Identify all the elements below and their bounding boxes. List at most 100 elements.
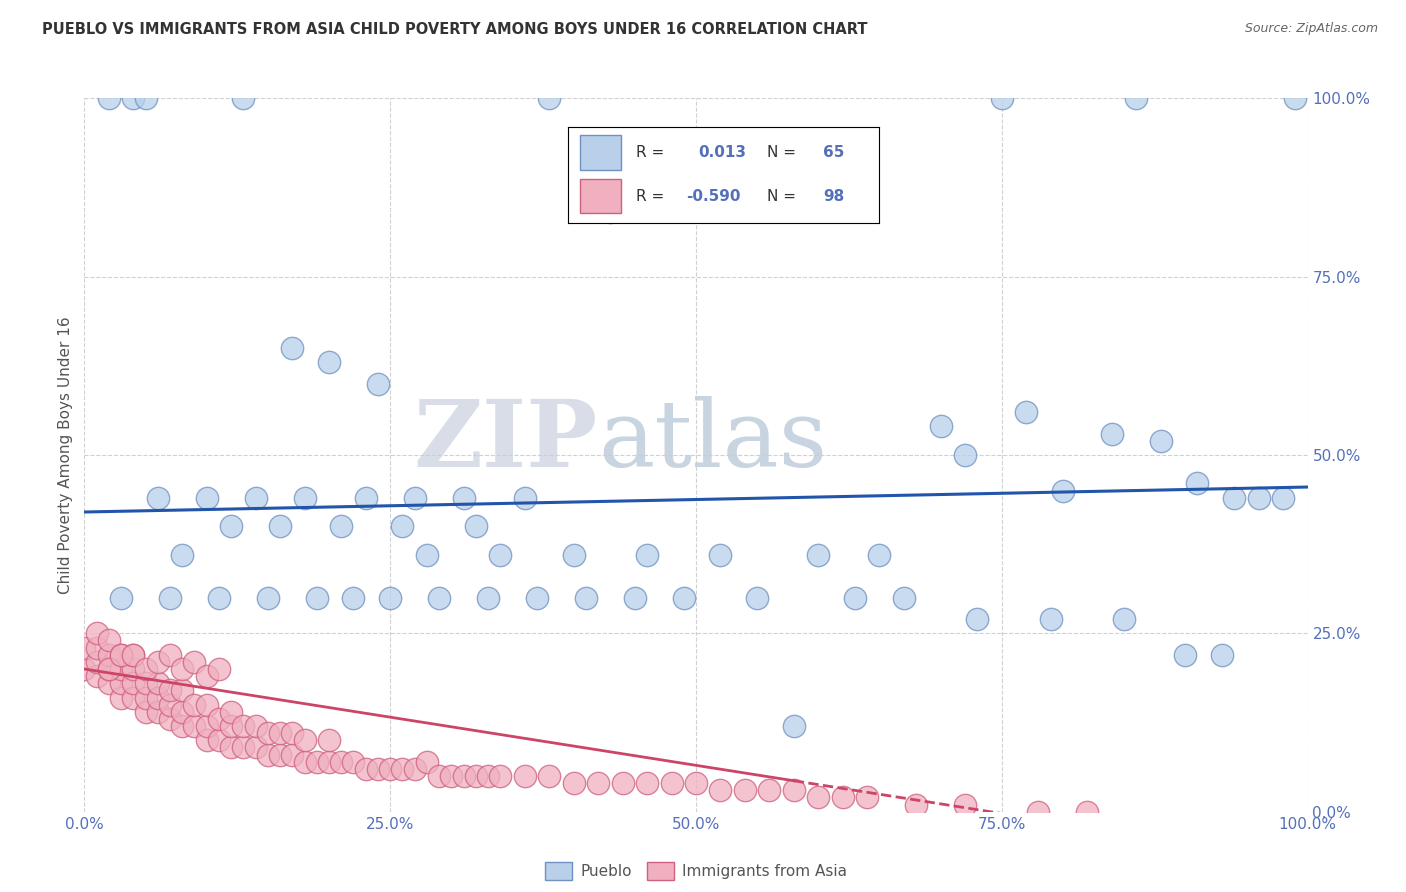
- Point: [586, 776, 609, 790]
- Point: [783, 719, 806, 733]
- Point: [416, 755, 439, 769]
- Point: [159, 698, 181, 712]
- Point: [172, 705, 194, 719]
- Point: [612, 776, 634, 790]
- Point: [318, 733, 340, 747]
- Point: [1015, 405, 1038, 419]
- Point: [146, 491, 169, 505]
- Point: [391, 519, 413, 533]
- Point: [1039, 612, 1062, 626]
- Point: [146, 705, 169, 719]
- Text: N =: N =: [768, 145, 796, 161]
- Point: [159, 591, 181, 605]
- Point: [1028, 805, 1050, 819]
- Point: [245, 740, 267, 755]
- Point: [110, 648, 132, 662]
- Point: [172, 662, 194, 676]
- Point: [86, 640, 108, 655]
- Text: 65: 65: [824, 145, 845, 161]
- Text: N =: N =: [768, 188, 796, 203]
- Point: [135, 662, 157, 676]
- Point: [844, 591, 866, 605]
- Point: [538, 91, 561, 105]
- Point: [661, 776, 683, 790]
- Point: [269, 747, 291, 762]
- Point: [86, 626, 108, 640]
- Point: [427, 769, 450, 783]
- Point: [86, 669, 108, 683]
- Point: [146, 690, 169, 705]
- Point: [110, 591, 132, 605]
- Point: [172, 548, 194, 562]
- Text: -0.590: -0.590: [686, 188, 741, 203]
- Point: [97, 676, 120, 690]
- Point: [354, 491, 377, 505]
- Point: [380, 762, 402, 776]
- Point: [513, 491, 536, 505]
- Point: [294, 491, 316, 505]
- Point: [97, 91, 120, 105]
- Point: [869, 548, 891, 562]
- Text: atlas: atlas: [598, 396, 827, 485]
- Point: [183, 698, 205, 712]
- Point: [269, 519, 291, 533]
- Point: [195, 491, 218, 505]
- Point: [1125, 91, 1147, 105]
- Point: [110, 662, 132, 676]
- Point: [1223, 491, 1246, 505]
- Point: [1150, 434, 1173, 448]
- Point: [342, 755, 364, 769]
- Point: [624, 591, 647, 605]
- Point: [427, 591, 450, 605]
- Point: [219, 705, 242, 719]
- Point: [257, 591, 280, 605]
- Point: [122, 648, 145, 662]
- Point: [294, 755, 316, 769]
- Point: [1101, 426, 1123, 441]
- Point: [453, 491, 475, 505]
- Point: [281, 726, 304, 740]
- Point: [380, 591, 402, 605]
- Text: R =: R =: [636, 188, 665, 203]
- Point: [86, 655, 108, 669]
- Point: [146, 676, 169, 690]
- Bar: [581, 136, 620, 170]
- Point: [758, 783, 780, 797]
- Point: [195, 733, 218, 747]
- Point: [953, 797, 976, 812]
- Point: [219, 519, 242, 533]
- Text: 98: 98: [824, 188, 845, 203]
- Point: [172, 719, 194, 733]
- Point: [1211, 648, 1233, 662]
- Point: [159, 648, 181, 662]
- Text: ZIP: ZIP: [413, 396, 598, 485]
- Point: [110, 690, 132, 705]
- Point: [159, 683, 181, 698]
- Point: [1247, 491, 1270, 505]
- Point: [489, 548, 512, 562]
- Point: [1174, 648, 1197, 662]
- Text: 0.013: 0.013: [699, 145, 747, 161]
- Point: [232, 91, 254, 105]
- Bar: [581, 178, 620, 213]
- Point: [159, 712, 181, 726]
- Point: [1284, 91, 1306, 105]
- Point: [281, 341, 304, 355]
- Point: [1114, 612, 1136, 626]
- Point: [1052, 483, 1074, 498]
- Point: [526, 591, 548, 605]
- Point: [245, 719, 267, 733]
- Point: [245, 491, 267, 505]
- Point: [672, 591, 695, 605]
- Point: [122, 676, 145, 690]
- Point: [122, 662, 145, 676]
- Point: [831, 790, 853, 805]
- Legend: Pueblo, Immigrants from Asia: Pueblo, Immigrants from Asia: [538, 856, 853, 886]
- Point: [734, 783, 756, 797]
- Point: [709, 548, 731, 562]
- Point: [294, 733, 316, 747]
- Point: [513, 769, 536, 783]
- Point: [1076, 805, 1098, 819]
- Point: [330, 519, 353, 533]
- Point: [208, 662, 231, 676]
